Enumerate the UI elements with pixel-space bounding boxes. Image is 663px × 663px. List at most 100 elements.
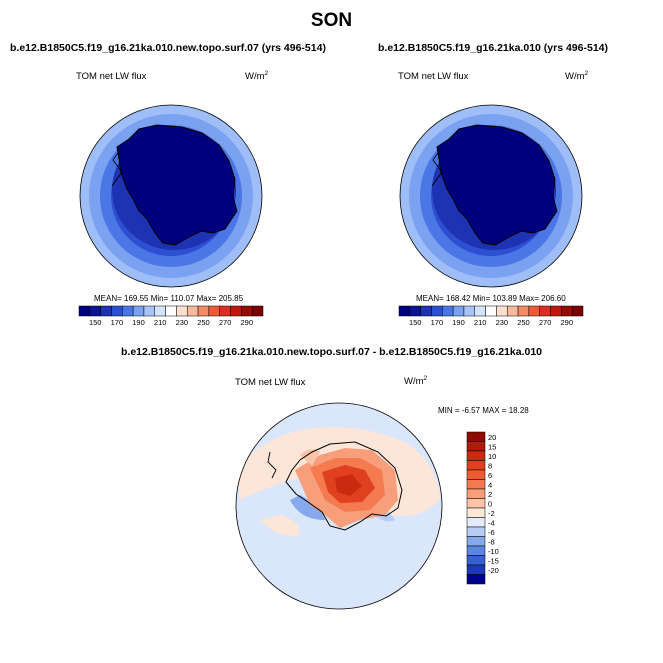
panel1-colorbar-swatch — [165, 305, 177, 317]
diff-colorbar-swatch — [466, 507, 486, 518]
diff-colorbar-tick-label: -15 — [488, 556, 499, 565]
panel1-run-title: b.e12.B1850C5.f19_g16.21ka.010.new.topo.… — [10, 42, 326, 54]
diff-colorbar-tick-label: 15 — [488, 442, 496, 451]
diff-colorbar-tick-label: 0 — [488, 499, 492, 508]
diff-colorbar-swatch — [466, 545, 486, 556]
diff-colorbar-swatch — [466, 450, 486, 461]
panel1-colorbar-swatch — [78, 305, 91, 317]
diff-colorbar-swatch — [466, 555, 486, 566]
diff-colorbar-tick-label: -6 — [488, 528, 495, 537]
panel2-colorbar-swatch — [539, 305, 551, 317]
panel2-colorbar-swatch — [528, 305, 540, 317]
diff-colorbar-swatch — [466, 574, 486, 585]
diff-colorbar-tick-label: -4 — [488, 518, 495, 527]
panel2-colorbar-swatch — [550, 305, 562, 317]
panel2-colorbar: 150 170 190 210 230 250 270 290 — [398, 305, 584, 327]
panel2-colorbar-swatch — [452, 305, 465, 317]
diff-colorbar-tick-label: 20 — [488, 433, 496, 442]
panel1-colorbar-swatch — [143, 305, 156, 317]
panel2-units-label: W/m2 — [565, 70, 589, 83]
panel2-colorbar-tick-label: 190 — [452, 318, 465, 327]
panel1-colorbar-tick-label: 290 — [241, 318, 254, 327]
diff-colorbar-tick-label: -10 — [488, 547, 499, 556]
panel1-map — [80, 105, 262, 287]
panel1-colorbar-swatch — [197, 305, 210, 317]
panel1-colorbar-tick-label: 210 — [154, 318, 167, 327]
panel2-colorbar-swatch — [398, 305, 411, 317]
panel2-colorbar-swatch — [496, 305, 508, 317]
diff-colorbar-tick-label: 10 — [488, 452, 496, 461]
panel2-colorbar-swatch — [506, 305, 519, 317]
panel2-colorbar-swatch — [463, 305, 476, 317]
panel2-run-title: b.e12.B1850C5.f19_g16.21ka.010 (yrs 496-… — [378, 42, 608, 54]
panel2-colorbar-tick-label: 230 — [496, 318, 509, 327]
diff-colorbar-tick-label: -8 — [488, 537, 495, 546]
panel1-colorbar-swatch — [100, 305, 112, 317]
panel2-colorbar-swatch — [409, 305, 421, 317]
panel1-colorbar-swatch — [241, 305, 253, 317]
panel1-colorbar-swatch — [89, 305, 101, 317]
panel2-stats: MEAN= 168.42 Min= 103.89 Max= 206.60 — [416, 294, 566, 303]
panel2-colorbar-swatch — [517, 305, 530, 317]
diff-colorbar-swatch — [466, 488, 486, 499]
panel2-map — [400, 105, 582, 287]
panel1-colorbar-tick-label: 190 — [132, 318, 145, 327]
panel1-colorbar-swatch — [219, 305, 231, 317]
panel2-colorbar-tick-label: 290 — [561, 318, 574, 327]
panel2-variable-label: TOM net LW flux — [398, 71, 469, 82]
diff-units-label: W/m2 — [404, 375, 428, 388]
panel1-colorbar-tick-label: 250 — [197, 318, 210, 327]
panel1-colorbar-tick-label: 150 — [89, 318, 102, 327]
diff-colorbar-swatch — [466, 469, 486, 480]
diff-colorbar-tick-label: -2 — [488, 509, 495, 518]
diff-colorbar-swatch — [466, 498, 486, 509]
panel1-colorbar-tick-label: 230 — [176, 318, 189, 327]
diff-colorbar-tick-label: 6 — [488, 471, 492, 480]
diff-minmax: MIN = -6.57 MAX = 18.28 — [438, 406, 529, 415]
diff-map — [236, 403, 442, 609]
panel1-colorbar-swatch — [122, 305, 134, 317]
panel2-colorbar-swatch — [431, 305, 443, 317]
diff-colorbar-tick-label: 2 — [488, 490, 492, 499]
diff-colorbar-swatch — [466, 479, 486, 490]
panel2-colorbar-swatch — [485, 305, 497, 317]
panel1-colorbar-tick-label: 270 — [219, 318, 232, 327]
panel1-colorbar-tick-label: 170 — [111, 318, 124, 327]
panel1-colorbar-swatch — [230, 305, 242, 317]
panel1-stats: MEAN= 169.55 Min= 110.07 Max= 205.85 — [94, 294, 244, 303]
panel2-colorbar-swatch — [442, 305, 454, 317]
panel2-colorbar-tick-label: 170 — [431, 318, 444, 327]
panel1-units-label: W/m2 — [245, 70, 269, 83]
panel1-colorbar-swatch — [176, 305, 188, 317]
season-title: SON — [310, 10, 353, 31]
diff-variable-label: TOM net LW flux — [235, 377, 306, 388]
diff-title: b.e12.B1850C5.f19_g16.21ka.010.new.topo.… — [120, 346, 543, 358]
panel2-colorbar-tick-label: 210 — [474, 318, 487, 327]
panel2-colorbar-swatch — [474, 305, 486, 317]
panel1-colorbar-swatch — [111, 305, 123, 317]
diff-colorbar-swatch — [466, 526, 486, 537]
diff-colorbar-swatch — [466, 460, 486, 471]
diff-colorbar-swatch — [466, 441, 486, 452]
panel2-colorbar-tick-label: 270 — [539, 318, 552, 327]
panel1-variable-label: TOM net LW flux — [76, 71, 147, 82]
panel1-colorbar-swatch — [251, 305, 264, 317]
diff-colorbar-swatch — [466, 517, 486, 528]
panel1-colorbar-swatch — [154, 305, 166, 317]
panel2-colorbar-swatch — [420, 305, 432, 317]
panel2-colorbar-swatch — [571, 305, 584, 317]
panel2-colorbar-tick-label: 150 — [409, 318, 422, 327]
panel1-colorbar-swatch — [208, 305, 220, 317]
diff-colorbar-swatch — [466, 536, 486, 547]
panel1-colorbar: 150 170 190 210 230 250 270 290 — [78, 305, 264, 327]
diff-colorbar-tick-label: -20 — [488, 566, 499, 575]
diff-colorbar-swatch — [466, 431, 486, 442]
diff-colorbar-swatch — [466, 564, 486, 575]
diff-colorbar-tick-label: 8 — [488, 461, 492, 470]
panel1-colorbar-swatch — [132, 305, 145, 317]
diff-colorbar-tick-label: 4 — [488, 480, 492, 489]
panel2-colorbar-swatch — [561, 305, 573, 317]
panel2-colorbar-tick-label: 250 — [517, 318, 530, 327]
